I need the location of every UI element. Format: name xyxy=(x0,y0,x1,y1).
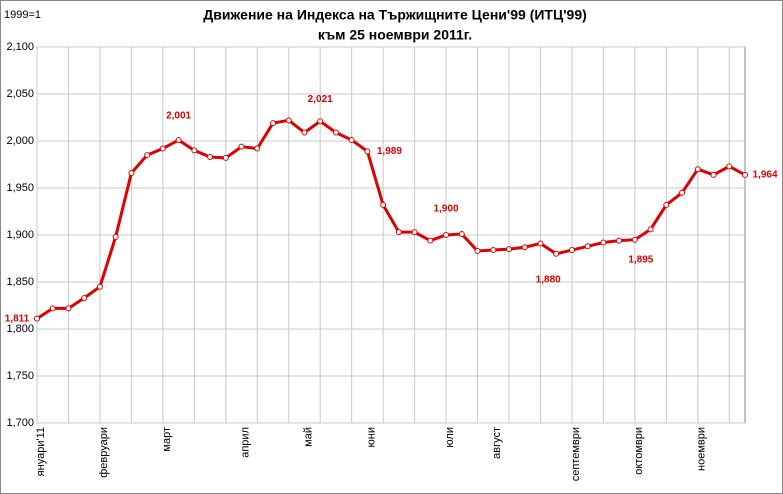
series-line xyxy=(36,118,746,320)
x-tick-label: януари'11 xyxy=(35,427,47,476)
data-point xyxy=(175,137,182,144)
data-point xyxy=(222,154,229,161)
data-point xyxy=(584,243,591,250)
x-tick-label: септември xyxy=(570,427,582,481)
value-label: 2,001 xyxy=(166,111,191,122)
data-point xyxy=(506,246,512,253)
data-point xyxy=(616,237,623,244)
data-point xyxy=(663,201,670,208)
y-axis-label: 1999=1 xyxy=(4,9,41,21)
value-label: 1,895 xyxy=(628,254,653,265)
data-point xyxy=(679,189,686,196)
data-point xyxy=(600,239,607,246)
data-point xyxy=(364,148,371,155)
x-tick-label: юли xyxy=(444,427,456,448)
value-label: 2,021 xyxy=(308,94,333,105)
data-point xyxy=(443,232,450,238)
data-point xyxy=(395,229,402,236)
y-tick-label: 1,750 xyxy=(6,370,34,382)
value-label: 1,989 xyxy=(377,146,402,157)
data-point xyxy=(710,171,717,178)
data-point xyxy=(694,166,701,173)
data-point xyxy=(254,145,261,152)
data-point xyxy=(647,226,654,233)
data-point xyxy=(49,305,56,312)
chart-title: Движение на Индекса на Тържищните Цени'9… xyxy=(203,7,587,23)
data-point xyxy=(537,240,544,247)
data-point xyxy=(631,236,638,243)
y-tick-label: 2,050 xyxy=(6,88,34,100)
data-point xyxy=(411,229,418,236)
x-tick-label: април xyxy=(239,427,251,458)
data-point xyxy=(332,129,339,136)
x-tick-label: август xyxy=(491,427,503,459)
y-tick-label: 2,000 xyxy=(6,135,34,147)
y-tick-label: 1,900 xyxy=(6,229,34,241)
value-label: 1,880 xyxy=(536,274,561,285)
x-tick-label: юни xyxy=(365,427,377,447)
value-label: 1,900 xyxy=(434,204,459,215)
value-label: 1,811 xyxy=(5,313,30,324)
data-point xyxy=(458,231,465,238)
data-point xyxy=(81,294,88,301)
data-point xyxy=(726,163,733,170)
data-point xyxy=(270,120,276,127)
value-label: 1,964 xyxy=(752,169,777,180)
data-point xyxy=(380,201,387,208)
chart-subtitle: към 25 ноември 2011г. xyxy=(318,27,472,43)
data-point xyxy=(65,305,72,312)
data-point xyxy=(553,250,560,257)
data-point xyxy=(427,237,434,244)
x-tick-label: март xyxy=(161,427,173,452)
data-point xyxy=(128,169,135,176)
x-tick-label: февруари xyxy=(98,427,110,478)
data-point xyxy=(96,283,103,290)
data-point xyxy=(521,244,528,251)
x-tick-label: октомври xyxy=(633,427,645,475)
data-point xyxy=(112,233,119,240)
data-point xyxy=(490,247,497,254)
data-point xyxy=(34,315,40,322)
data-point xyxy=(207,153,214,160)
x-tick-label: май xyxy=(302,427,314,447)
data-point xyxy=(238,143,245,150)
data-point xyxy=(348,137,355,144)
data-point xyxy=(301,129,308,136)
data-point xyxy=(144,152,151,159)
y-tick-label: 1,800 xyxy=(6,323,34,335)
data-point xyxy=(474,247,481,254)
y-tick-label: 1,700 xyxy=(6,417,34,429)
data-point xyxy=(568,247,575,254)
data-point xyxy=(191,147,198,154)
y-tick-label: 2,100 xyxy=(6,41,34,53)
x-tick-label: ноември xyxy=(696,427,708,471)
data-point xyxy=(285,117,292,124)
y-tick-label: 1,850 xyxy=(6,276,34,288)
data-point xyxy=(317,118,324,125)
data-point xyxy=(742,171,748,178)
y-tick-label: 1,950 xyxy=(6,182,34,194)
data-point xyxy=(159,145,166,152)
